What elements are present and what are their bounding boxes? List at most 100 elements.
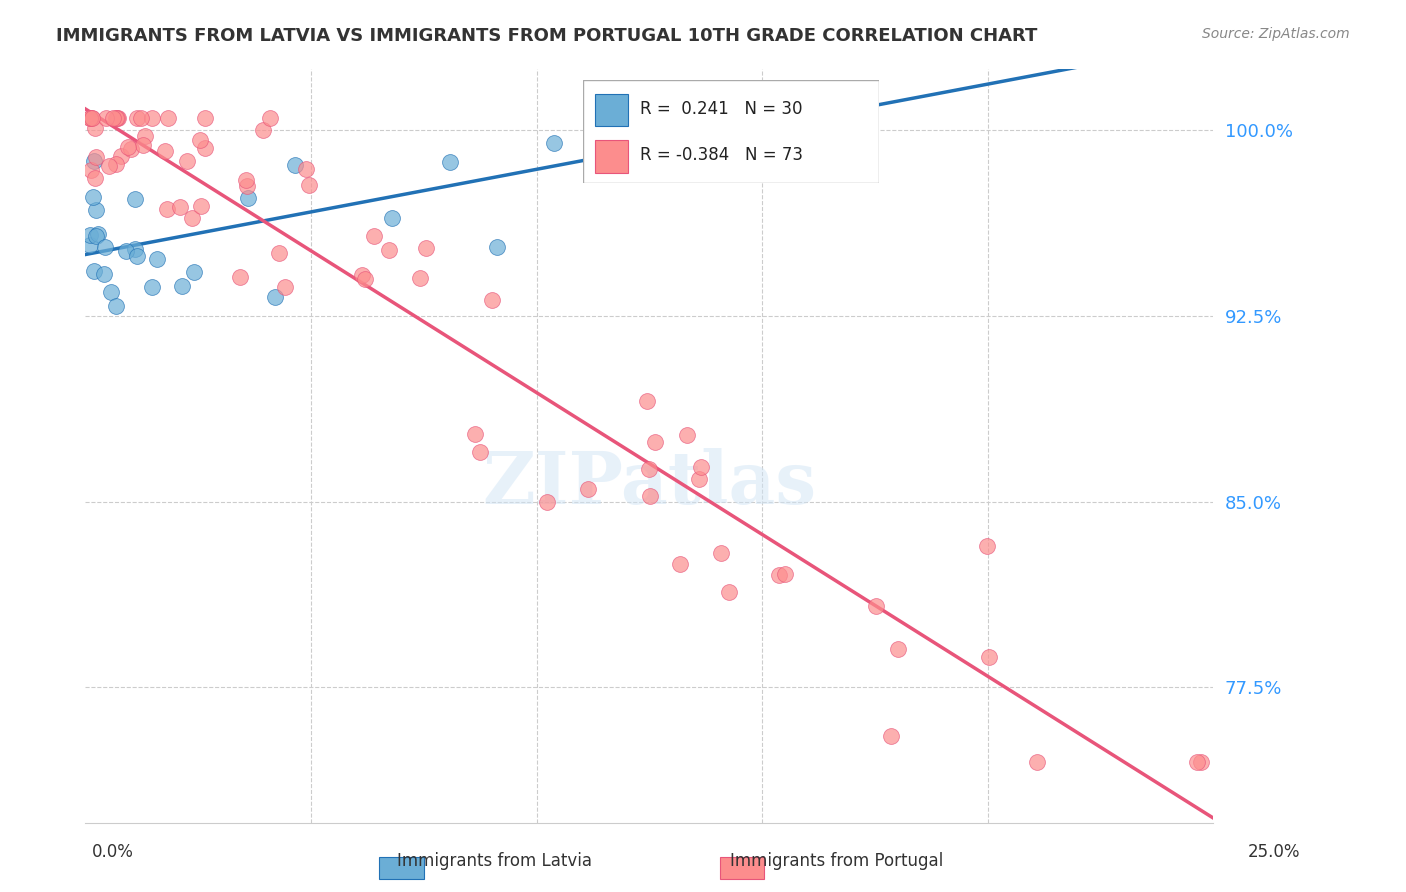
- Point: [710, 546, 733, 560]
- Point: [638, 462, 661, 476]
- Point: [363, 228, 385, 243]
- Point: [79, 163, 101, 178]
- Point: [486, 240, 509, 254]
- Point: [134, 129, 156, 144]
- Point: [141, 280, 163, 294]
- Text: 0.0%: 0.0%: [91, 843, 134, 861]
- Point: [1026, 755, 1049, 769]
- Point: [79, 111, 101, 125]
- Point: [176, 153, 198, 168]
- Point: [235, 172, 257, 186]
- Point: [97, 159, 120, 173]
- Point: [84, 228, 107, 243]
- Point: [194, 111, 217, 125]
- Point: [145, 252, 167, 266]
- Point: [1185, 755, 1208, 769]
- Point: [644, 435, 666, 450]
- FancyBboxPatch shape: [595, 94, 627, 127]
- Point: [101, 111, 124, 125]
- Point: [378, 243, 401, 257]
- Point: [252, 123, 274, 137]
- Point: [79, 111, 101, 125]
- Point: [977, 649, 1000, 664]
- Point: [104, 111, 127, 125]
- Point: [415, 241, 437, 255]
- Point: [83, 170, 105, 185]
- Point: [354, 272, 377, 286]
- Point: [464, 426, 486, 441]
- FancyBboxPatch shape: [583, 80, 879, 183]
- Point: [156, 111, 179, 125]
- Point: [93, 267, 115, 281]
- Point: [94, 240, 117, 254]
- Point: [1189, 755, 1212, 769]
- Point: [153, 144, 176, 158]
- Point: [229, 270, 252, 285]
- Point: [100, 285, 122, 299]
- Point: [768, 567, 790, 582]
- Point: [717, 584, 740, 599]
- Point: [105, 111, 128, 125]
- Point: [127, 111, 149, 125]
- FancyBboxPatch shape: [595, 140, 627, 173]
- Text: IMMIGRANTS FROM LATVIA VS IMMIGRANTS FROM PORTUGAL 10TH GRADE CORRELATION CHART: IMMIGRANTS FROM LATVIA VS IMMIGRANTS FRO…: [56, 27, 1038, 45]
- Point: [775, 567, 797, 582]
- Point: [87, 227, 110, 242]
- Point: [295, 161, 318, 176]
- Point: [125, 249, 148, 263]
- Point: [117, 140, 139, 154]
- Point: [238, 191, 260, 205]
- Point: [536, 495, 558, 509]
- Text: R =  0.241   N = 30: R = 0.241 N = 30: [640, 100, 801, 118]
- Point: [124, 193, 146, 207]
- Point: [96, 111, 118, 125]
- Point: [543, 136, 565, 151]
- Point: [84, 121, 107, 136]
- Point: [80, 111, 103, 125]
- Point: [104, 157, 127, 171]
- Point: [124, 242, 146, 256]
- Point: [579, 117, 602, 131]
- Point: [120, 142, 142, 156]
- Point: [669, 557, 692, 571]
- Point: [156, 202, 179, 216]
- Point: [170, 279, 193, 293]
- Point: [80, 111, 103, 125]
- Point: [274, 279, 297, 293]
- Point: [628, 111, 651, 125]
- Point: [83, 154, 105, 169]
- Point: [675, 428, 697, 442]
- Point: [352, 268, 374, 282]
- Point: [190, 199, 212, 213]
- Point: [267, 245, 290, 260]
- Point: [284, 158, 307, 172]
- Point: [141, 111, 163, 125]
- FancyBboxPatch shape: [380, 857, 423, 879]
- Point: [576, 482, 599, 496]
- Point: [409, 271, 432, 285]
- Point: [236, 178, 259, 193]
- Point: [688, 473, 710, 487]
- Point: [83, 263, 105, 277]
- Point: [104, 299, 127, 313]
- Point: [481, 293, 503, 307]
- Point: [264, 290, 287, 304]
- Point: [180, 211, 202, 226]
- Point: [79, 228, 101, 243]
- Point: [132, 138, 155, 153]
- Point: [259, 111, 281, 125]
- Point: [468, 444, 491, 458]
- Point: [84, 203, 107, 218]
- Text: ZIPatlas: ZIPatlas: [482, 449, 817, 519]
- Point: [82, 190, 104, 204]
- Point: [887, 641, 910, 656]
- FancyBboxPatch shape: [720, 857, 763, 879]
- Point: [183, 265, 205, 279]
- Text: R = -0.384   N = 73: R = -0.384 N = 73: [640, 146, 803, 164]
- Point: [439, 154, 461, 169]
- Point: [129, 111, 152, 125]
- Point: [169, 200, 191, 214]
- Point: [298, 178, 321, 192]
- Point: [107, 111, 129, 125]
- Point: [690, 459, 713, 474]
